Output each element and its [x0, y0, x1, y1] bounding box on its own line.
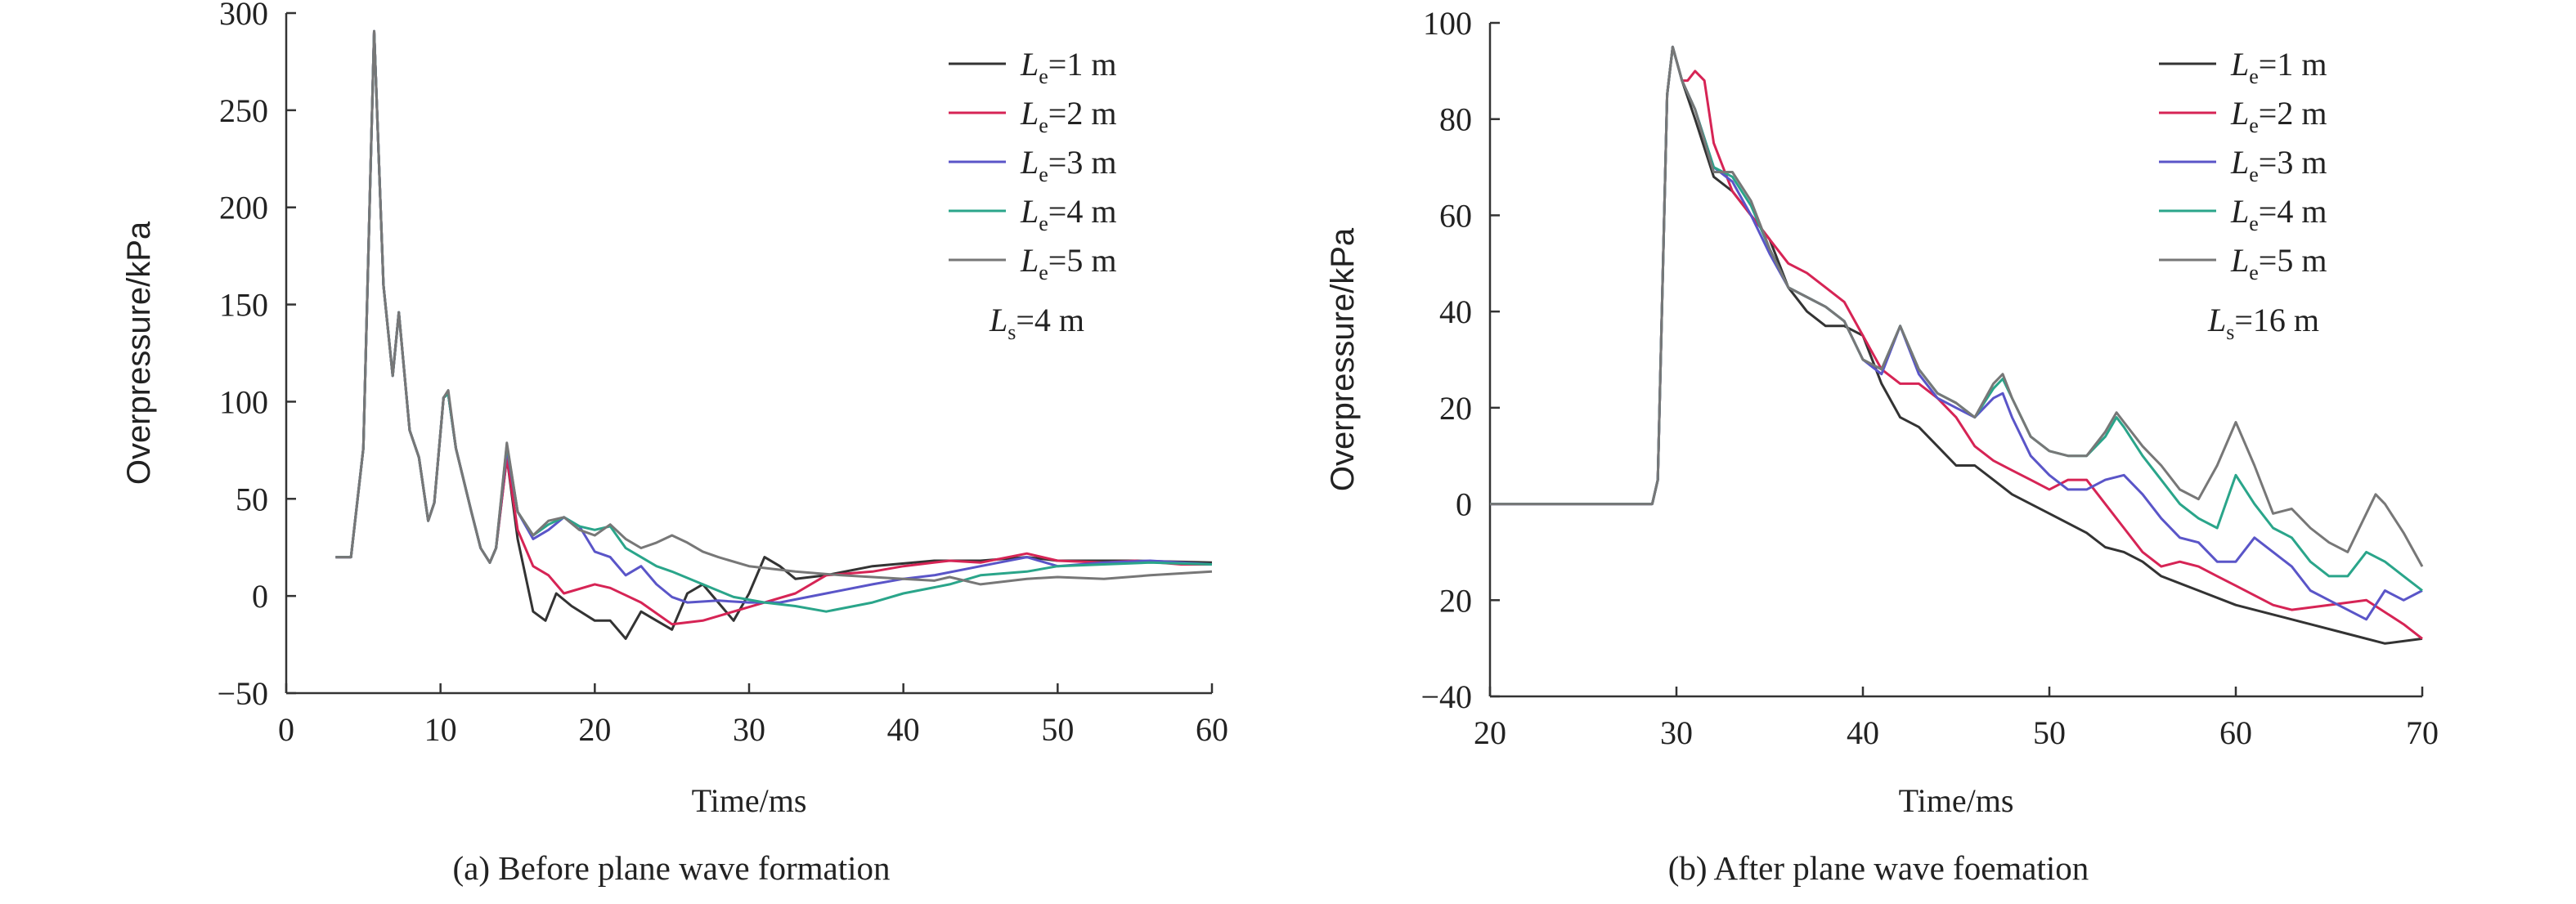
legend-label-2: Le=2 m — [2230, 95, 2327, 137]
y-tick-label: 300 — [219, 0, 268, 32]
legend-label-3: Le=3 m — [1020, 144, 1116, 186]
x-tick-label: 60 — [2219, 714, 2252, 751]
y-tick-label: 40 — [1439, 293, 1472, 330]
x-tick-label: 30 — [733, 711, 765, 748]
y-tick-label: 0 — [1456, 486, 1472, 523]
legend-label-4: Le=4 m — [1020, 193, 1116, 235]
legend-label-1: Le=1 m — [1020, 46, 1116, 88]
y-tick-label: 250 — [219, 92, 268, 129]
y-tick-label: 0 — [252, 578, 268, 615]
y-axis-label: Overpressure/kPa — [121, 221, 157, 485]
x-tick-label: 20 — [1474, 714, 1506, 751]
y-axis-label: Overpressure/kPa — [1325, 227, 1361, 491]
legend-label-4: Le=4 m — [2230, 193, 2327, 235]
x-tick-label: 30 — [1660, 714, 1693, 751]
series-line-5 — [1490, 45, 2424, 567]
y-tick-label: 150 — [219, 287, 268, 324]
y-tick-label: 50 — [236, 481, 268, 517]
x-axis-label: Time/ms — [1899, 782, 2014, 819]
series-line-2 — [1490, 45, 2423, 640]
y-tick-label: −50 — [217, 675, 268, 712]
chart-1: 20 30 40 50 60 70−4020020406080100Time/msOver… — [1325, 5, 2439, 887]
x-tick-label: 60 — [1196, 711, 1228, 748]
series-line-1 — [1490, 45, 2423, 645]
legend-label-2: Le=2 m — [1020, 95, 1116, 137]
x-tick-label: 20 — [578, 711, 611, 748]
x-tick-label: 70 — [2406, 714, 2439, 751]
y-tick-label: 20 — [1439, 390, 1472, 427]
legend-label-1: Le=1 m — [2230, 46, 2327, 88]
annotation-ls: Ls=16 m — [2207, 302, 2319, 344]
annotation-ls: Ls=4 m — [989, 302, 1084, 344]
x-tick-label: 0 — [278, 711, 294, 748]
x-tick-label: 50 — [2033, 714, 2066, 751]
legend-label-3: Le=3 m — [2230, 144, 2327, 186]
y-tick-label: 60 — [1439, 197, 1472, 234]
y-tick-label: 100 — [219, 383, 268, 420]
y-tick-label: 100 — [1423, 5, 1472, 42]
x-tick-label: 10 — [424, 711, 457, 748]
legend-label-5: Le=5 m — [2230, 242, 2327, 284]
x-tick-label: 40 — [1847, 714, 1879, 751]
y-tick-label: 20 — [1439, 582, 1472, 619]
chart-caption: (a) Before plane wave formation — [452, 849, 890, 887]
y-tick-label: 80 — [1439, 101, 1472, 138]
series-line-3 — [1490, 45, 2423, 621]
series-line-5 — [335, 29, 1213, 586]
x-axis-label: Time/ms — [692, 782, 807, 819]
x-tick-label: 40 — [887, 711, 920, 748]
legend-label-5: Le=5 m — [1020, 242, 1116, 284]
y-tick-label: 200 — [219, 190, 268, 226]
x-tick-label: 50 — [1041, 711, 1074, 748]
y-tick-label: −40 — [1420, 678, 1472, 715]
chart-caption: (b) After plane wave foemation — [1668, 849, 2089, 887]
chart-0: 0 10 20 30 40 50 60 −50 0 50 100 150 200 250 300 Time/m… — [121, 0, 1228, 887]
